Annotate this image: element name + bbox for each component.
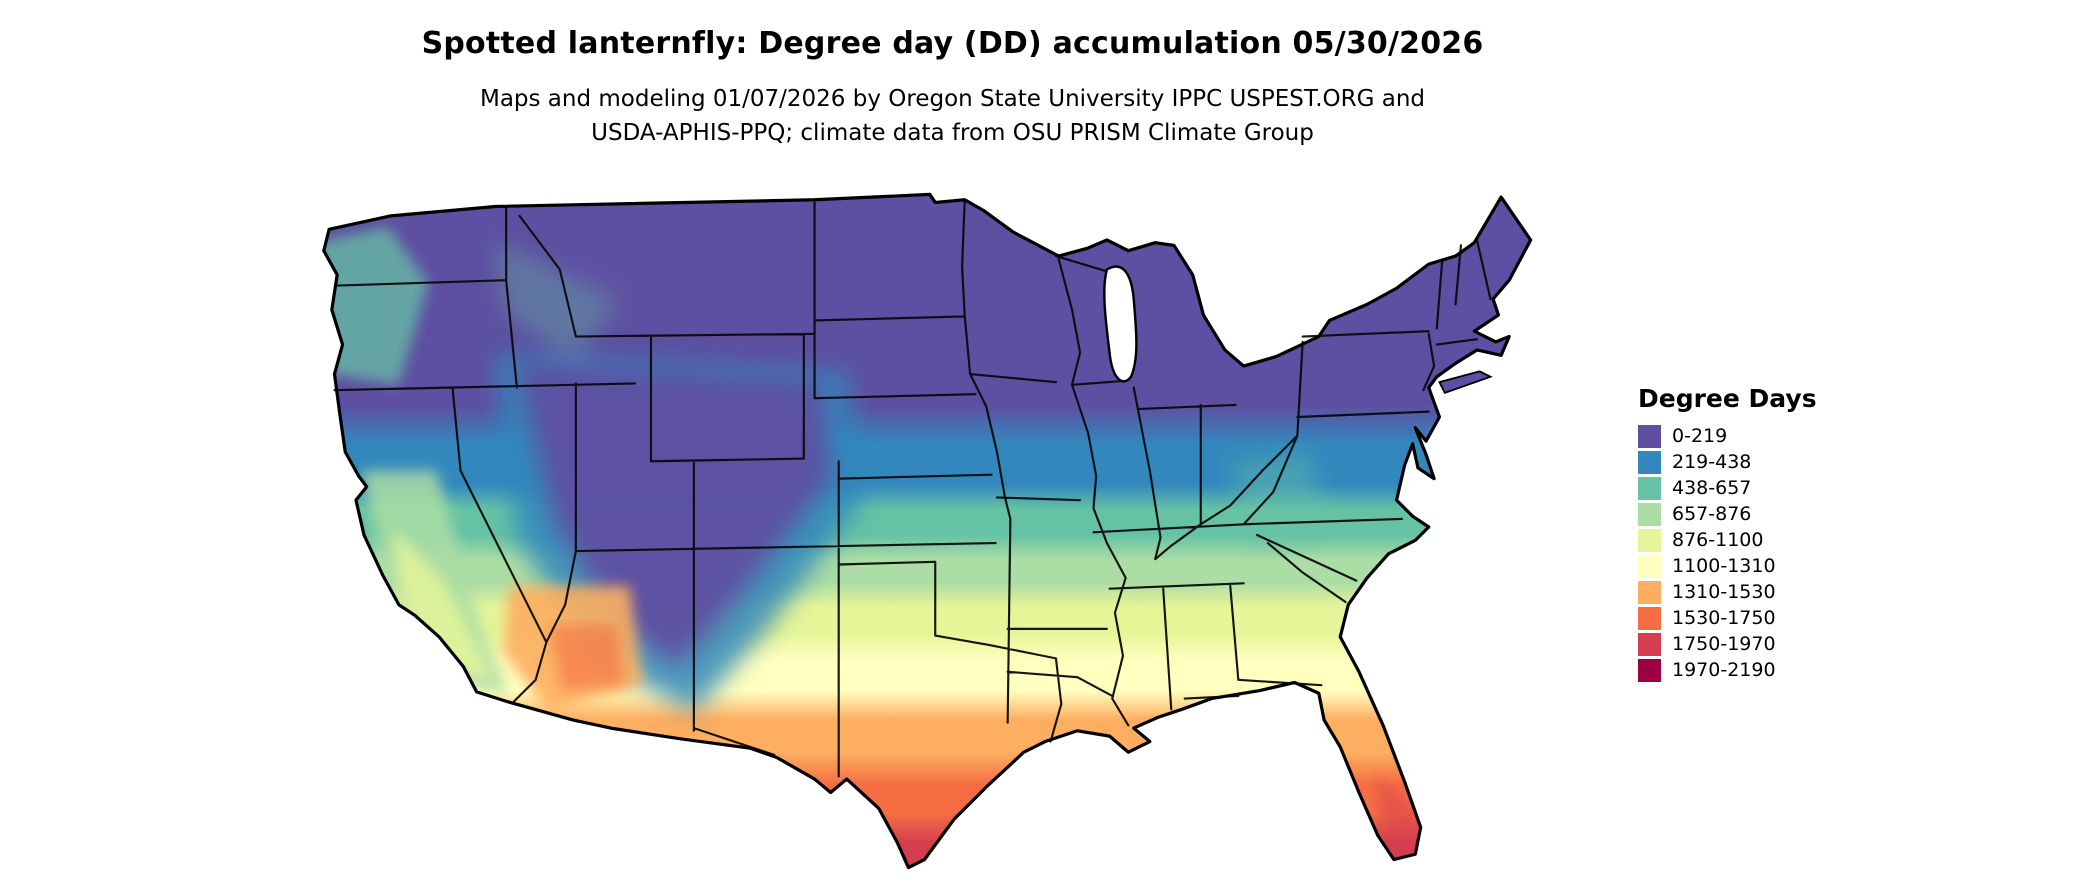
- legend-swatch: [1638, 554, 1661, 578]
- legend-item-label: 1310-1530: [1672, 580, 1776, 603]
- legend-item: 438-657: [1638, 475, 1817, 501]
- legend-item: 0-219: [1638, 423, 1817, 449]
- legend-items: 0-219 219-438 438-657 657-876 876-1100 1100-1…: [1638, 423, 1817, 683]
- legend-item: 219-438: [1638, 449, 1817, 475]
- legend-item-label: 219-438: [1672, 450, 1752, 473]
- arizona-red-region: [549, 626, 625, 691]
- south-florida-red-region: [1377, 776, 1427, 857]
- legend-item-label: 1530-1750: [1672, 606, 1776, 629]
- choropleth-fill: [323, 194, 1531, 868]
- legend-swatch: [1638, 502, 1661, 526]
- lake-michigan: [1103, 265, 1138, 383]
- legend-item: 1970-2190: [1638, 657, 1817, 683]
- subtitle-line-2: USDA-APHIS-PPQ; climate data from OSU PR…: [591, 120, 1314, 146]
- legend-item-label: 657-876: [1672, 502, 1752, 525]
- legend-swatch: [1638, 450, 1661, 474]
- us-degree-day-map: [305, 186, 1595, 884]
- legend-item-label: 876-1100: [1672, 528, 1764, 551]
- legend-item: 1750-1970: [1638, 631, 1817, 657]
- map-title: Spotted lanternfly: Degree day (DD) accu…: [421, 26, 1484, 61]
- legend-swatch: [1638, 658, 1661, 682]
- legend-item: 876-1100: [1638, 527, 1817, 553]
- map-subtitle: Maps and modeling 01/07/2026 by Oregon S…: [0, 82, 1905, 150]
- legend-swatch: [1638, 476, 1661, 500]
- legend-item: 1530-1750: [1638, 605, 1817, 631]
- rockies-purple-region: [516, 360, 831, 667]
- legend-item-label: 1100-1310: [1672, 554, 1776, 577]
- legend-item-label: 0-219: [1672, 424, 1728, 447]
- legend-title: Degree Days: [1638, 384, 1817, 413]
- legend-swatch: [1638, 632, 1661, 656]
- legend-item: 1310-1530: [1638, 579, 1817, 605]
- latitude-band-fill: [323, 194, 1531, 868]
- subtitle-line-1: Maps and modeling 01/07/2026 by Oregon S…: [479, 86, 1426, 112]
- legend-swatch: [1638, 528, 1661, 552]
- long-island: [1438, 370, 1493, 395]
- central-valley-yellow-region: [393, 528, 493, 680]
- legend-item: 657-876: [1638, 501, 1817, 527]
- us-outline: [322, 192, 1533, 870]
- degree-days-legend: Degree Days 0-219 219-438 438-657 657-876 87…: [1638, 384, 1817, 683]
- legend-item-label: 1750-1970: [1672, 632, 1776, 655]
- northern-rockies-teal-region: [492, 239, 621, 361]
- legend-item: 1100-1310: [1638, 553, 1817, 579]
- legend-swatch: [1638, 606, 1661, 630]
- legend-swatch: [1638, 424, 1661, 448]
- legend-swatch: [1638, 580, 1661, 604]
- legend-item-label: 438-657: [1672, 476, 1752, 499]
- us-map-svg: [322, 192, 1533, 870]
- legend-item-label: 1970-2190: [1672, 658, 1776, 681]
